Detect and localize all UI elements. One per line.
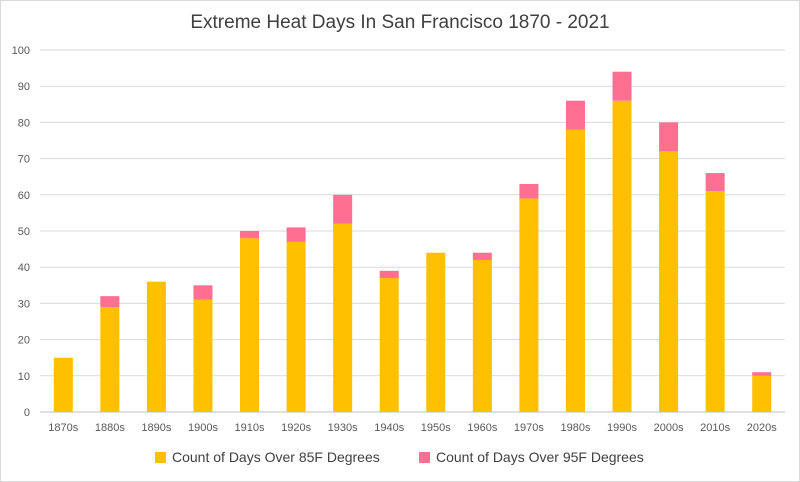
y-tick-label-20: 20 [18, 335, 30, 347]
bar-1980s-series-1 [565, 100, 585, 130]
bar-1900s-series-1 [193, 285, 213, 300]
bar-2010s-series-0 [705, 191, 725, 412]
legend: Count of Days Over 85F Degrees Count of … [155, 449, 644, 465]
x-tick-label-1870s: 1870s [48, 422, 78, 434]
x-tick-label-1910s: 1910s [235, 422, 265, 434]
legend-swatch-85f [155, 452, 166, 463]
x-tick-label-1970s: 1970s [514, 422, 544, 434]
chart-title: Extreme Heat Days In San Francisco 1870 … [190, 12, 609, 33]
legend-swatch-95f [419, 452, 430, 463]
x-axis-tick-labels: 1870s 1880s 1890s 1900s 1910s 1920s 1930s 1940s… [48, 422, 777, 434]
y-tick-label-60: 60 [18, 190, 30, 202]
x-tick-label-1950s: 1950s [421, 422, 451, 434]
x-tick-label-1930s: 1930s [328, 422, 358, 434]
x-tick-label-2020s: 2020s [747, 422, 777, 434]
bar-1990s-series-0 [612, 100, 632, 413]
bar-2020s-series-1 [752, 372, 772, 376]
bar-1940s-series-0 [379, 278, 399, 412]
bar-1910s-series-0 [240, 238, 260, 412]
bar-1950s-series-0 [426, 252, 446, 412]
y-tick-label-50: 50 [18, 226, 30, 238]
x-tick-label-2010s: 2010s [700, 422, 730, 434]
bar-1880s-series-1 [100, 296, 120, 308]
x-tick-label-1940s: 1940s [374, 422, 404, 434]
x-tick-label-1980s: 1980s [560, 422, 590, 434]
y-tick-label-100: 100 [12, 45, 30, 57]
y-tick-label-10: 10 [18, 371, 30, 383]
y-tick-label-70: 70 [18, 154, 30, 166]
y-tick-label-40: 40 [18, 262, 30, 274]
bar-1900s-series-0 [193, 299, 213, 412]
y-tick-label-80: 80 [18, 117, 30, 129]
x-tick-label-1900s: 1900s [188, 422, 218, 434]
bar-1920s-series-1 [286, 227, 306, 242]
bar-1970s-series-0 [519, 198, 539, 412]
legend-label-95f: Count of Days Over 95F Degrees [436, 449, 644, 465]
bar-1960s-series-0 [472, 259, 492, 412]
x-tick-label-1880s: 1880s [95, 422, 125, 434]
bar-2010s-series-1 [705, 173, 725, 192]
legend-label-85f: Count of Days Over 85F Degrees [172, 449, 380, 465]
y-axis-tick-labels: 0 10 20 30 40 50 60 70 80 90 100 [12, 45, 30, 419]
bar-1880s-series-0 [100, 307, 120, 412]
bar-1980s-series-0 [565, 129, 585, 412]
bar-1890s-series-0 [146, 281, 166, 412]
bar-1910s-series-1 [240, 231, 260, 239]
bar-1930s-series-0 [333, 223, 353, 412]
y-tick-label-90: 90 [18, 81, 30, 93]
bar-1970s-series-1 [519, 183, 539, 199]
bar-2000s-series-0 [659, 151, 679, 413]
bar-1930s-series-1 [333, 194, 353, 224]
bar-1960s-series-1 [472, 252, 492, 260]
bar-2000s-series-1 [659, 122, 679, 152]
y-tick-label-30: 30 [18, 298, 30, 310]
bar-1870s-series-0 [53, 357, 73, 412]
y-tick-label-0: 0 [24, 407, 30, 419]
x-tick-label-1890s: 1890s [141, 422, 171, 434]
bar-1920s-series-0 [286, 241, 306, 412]
bar-1990s-series-1 [612, 71, 632, 101]
x-tick-label-1960s: 1960s [467, 422, 497, 434]
bars [53, 71, 772, 413]
bar-1940s-series-1 [379, 270, 399, 279]
x-tick-label-2000s: 2000s [654, 422, 684, 434]
bar-2020s-series-0 [752, 375, 772, 412]
x-tick-label-1990s: 1990s [607, 422, 637, 434]
x-tick-label-1920s: 1920s [281, 422, 311, 434]
